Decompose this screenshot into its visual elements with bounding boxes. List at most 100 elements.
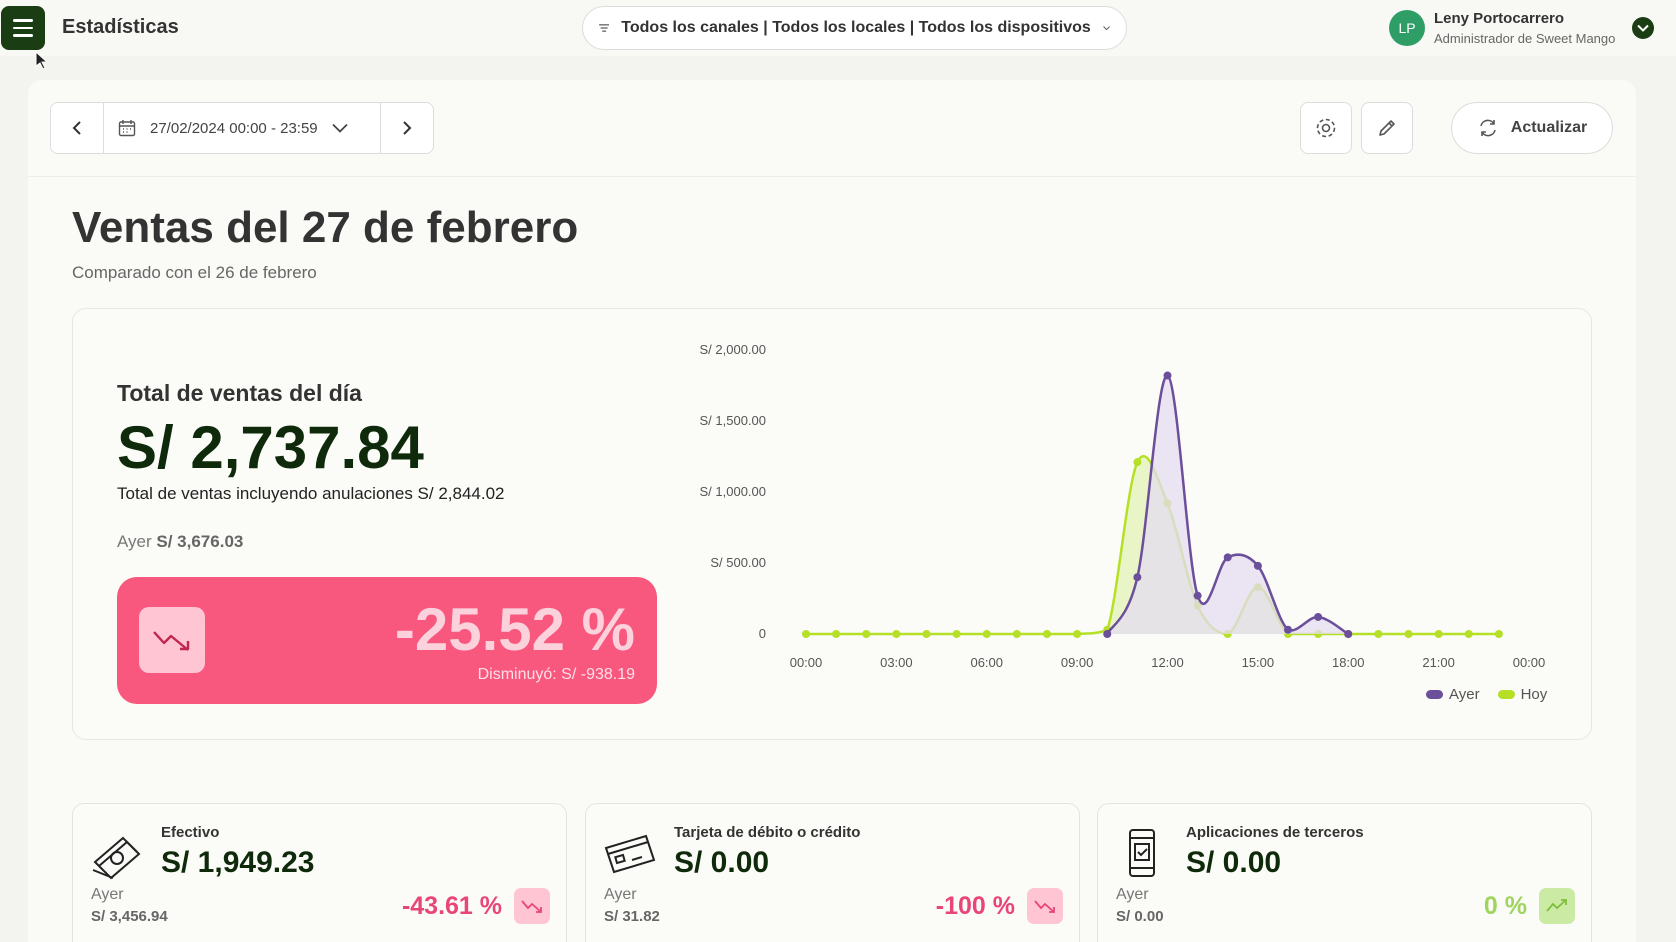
x-tick-label: 09:00: [1061, 655, 1094, 670]
data-point-ayer: [1103, 630, 1112, 638]
chevron-left-icon: [72, 121, 81, 135]
data-point-hoy: [1073, 630, 1082, 638]
payment-card: Aplicaciones de terceros S/ 0.00 Ayer S/ 0.…: [1097, 803, 1592, 942]
card-icon: [602, 826, 658, 887]
payment-yesterday-label: Ayer: [91, 886, 124, 903]
data-point-ayer: [1314, 612, 1323, 621]
hamburger-menu-button[interactable]: [1, 6, 45, 50]
data-point-ayer: [1223, 553, 1232, 562]
y-tick-label: S/ 2,000.00: [700, 342, 766, 357]
x-tick-label: 12:00: [1151, 655, 1184, 670]
trend-down-icon: [1027, 888, 1063, 924]
change-detail: Disminuyó: S/ -938.19: [477, 666, 635, 683]
gear-icon: [1316, 118, 1336, 138]
app-title: Estadísticas: [62, 16, 179, 38]
series-area-ayer: [1107, 375, 1349, 634]
x-tick-label: 06:00: [970, 655, 1003, 670]
previous-day-button[interactable]: [51, 103, 104, 153]
cash-icon: [89, 826, 145, 887]
date-range-dropdown[interactable]: 27/02/2024 00:00 - 23:59: [104, 103, 380, 153]
yesterday-label: Ayer: [117, 532, 152, 551]
payment-method-value: S/ 0.00: [1186, 846, 1282, 879]
legend-swatch: [1426, 690, 1443, 699]
legend-item-hoy[interactable]: Hoy: [1497, 686, 1548, 703]
data-point-hoy: [1133, 458, 1142, 467]
data-point-hoy: [1012, 630, 1021, 638]
payment-change-percent: 0 %: [1483, 892, 1527, 920]
data-point-hoy: [1404, 630, 1413, 638]
user-role: Administrador de Sweet Mango: [1434, 31, 1616, 46]
y-tick-label: 0: [759, 626, 766, 641]
trend-down-icon: [139, 607, 205, 673]
settings-button[interactable]: [1300, 102, 1352, 154]
filter-label: Todos los canales | Todos los locales | …: [621, 19, 1091, 36]
legend-item-ayer[interactable]: Ayer: [1426, 686, 1480, 703]
date-range-picker: 27/02/2024 00:00 - 23:59: [50, 102, 434, 154]
change-percent: -25.52 %: [394, 596, 635, 663]
payment-yesterday-value: S/ 31.82: [604, 908, 660, 925]
data-point-ayer: [1284, 625, 1292, 634]
payment-card: Efectivo S/ 1,949.23 Ayer S/ 3,456.94 -43.61…: [72, 803, 567, 942]
data-point-hoy: [1043, 630, 1051, 638]
payment-method-value: S/ 1,949.23: [161, 846, 315, 879]
payment-yesterday-value: S/ 3,456.94: [91, 908, 168, 925]
data-point-ayer: [1344, 630, 1353, 638]
user-name: Leny Portocarrero: [1434, 10, 1565, 27]
data-point-ayer: [1193, 591, 1202, 600]
avatar[interactable]: LP: [1389, 10, 1425, 46]
data-point-hoy: [1434, 630, 1443, 638]
x-tick-label: 03:00: [880, 655, 913, 670]
data-point-hoy: [862, 630, 871, 638]
pencil-icon: [1379, 120, 1395, 136]
payment-change-percent: -43.61 %: [401, 892, 502, 920]
x-tick-label: 15:00: [1242, 655, 1275, 670]
chevron-down-icon: [332, 123, 348, 133]
refresh-label: Actualizar: [1510, 119, 1588, 136]
data-point-hoy: [832, 630, 841, 638]
data-point-hoy: [802, 630, 810, 638]
page-title: Ventas del 27 de febrero: [72, 203, 579, 252]
user-menu-chevron-icon[interactable]: [1632, 17, 1654, 39]
total-sales-label: Total de ventas del día: [117, 380, 362, 406]
edit-button[interactable]: [1361, 102, 1413, 154]
toolbar-divider: [28, 176, 1636, 177]
channel-filter-dropdown[interactable]: Todos los canales | Todos los locales | …: [582, 6, 1127, 50]
page-subtitle: Comparado con el 26 de febrero: [72, 263, 317, 282]
payment-yesterday-label: Ayer: [604, 886, 637, 903]
chart-legend: Ayer Hoy: [1426, 686, 1547, 703]
yesterday-value: S/ 3,676.03: [156, 532, 244, 551]
data-point-hoy: [1494, 630, 1503, 638]
refresh-button[interactable]: Actualizar: [1451, 102, 1613, 154]
y-tick-label: S/ 500.00: [710, 555, 766, 570]
data-point-ayer: [1163, 371, 1172, 380]
data-point-hoy: [982, 630, 991, 638]
top-bar: Estadísticas Todos los canales | Todos l…: [0, 0, 1676, 56]
series-line-ayer: [1106, 374, 1349, 636]
legend-label: Ayer: [1449, 686, 1480, 703]
filter-icon: [599, 24, 610, 32]
legend-swatch: [1497, 690, 1515, 699]
total-sales-value: S/ 2,737.84: [117, 414, 424, 481]
x-tick-label: 18:00: [1332, 655, 1365, 670]
payment-card: Tarjeta de débito o crédito S/ 0.00 Ayer S/…: [585, 803, 1080, 942]
payment-method-value: S/ 0.00: [674, 846, 770, 879]
refresh-icon: [1479, 119, 1496, 137]
next-day-button[interactable]: [380, 103, 433, 153]
data-point-hoy: [892, 630, 901, 638]
payment-method-name: Aplicaciones de terceros: [1186, 824, 1364, 841]
data-point-hoy: [1464, 630, 1473, 638]
hourly-sales-chart: S/ 2,000.00 S/ 1,500.00 S/ 1,000.00 S/ 500.…: [700, 342, 1546, 670]
y-tick-label: S/ 1,000.00: [700, 484, 766, 499]
legend-label: Hoy: [1520, 686, 1548, 703]
y-tick-label: S/ 1,500.00: [700, 413, 766, 428]
data-point-hoy: [922, 630, 931, 638]
total-including-voids: Total de ventas incluyendo anulaciones S…: [117, 484, 505, 503]
data-point-hoy: [1374, 630, 1383, 638]
payment-change-percent: -100 %: [935, 892, 1015, 920]
x-tick-label: 00:00: [1513, 655, 1546, 670]
yesterday-total: Ayer S/ 3,676.03: [117, 532, 243, 552]
payment-method-name: Efectivo: [161, 824, 220, 841]
mouse-cursor-icon: [35, 51, 47, 69]
x-tick-label: 21:00: [1422, 655, 1455, 670]
phone-app-icon: [1114, 826, 1170, 887]
